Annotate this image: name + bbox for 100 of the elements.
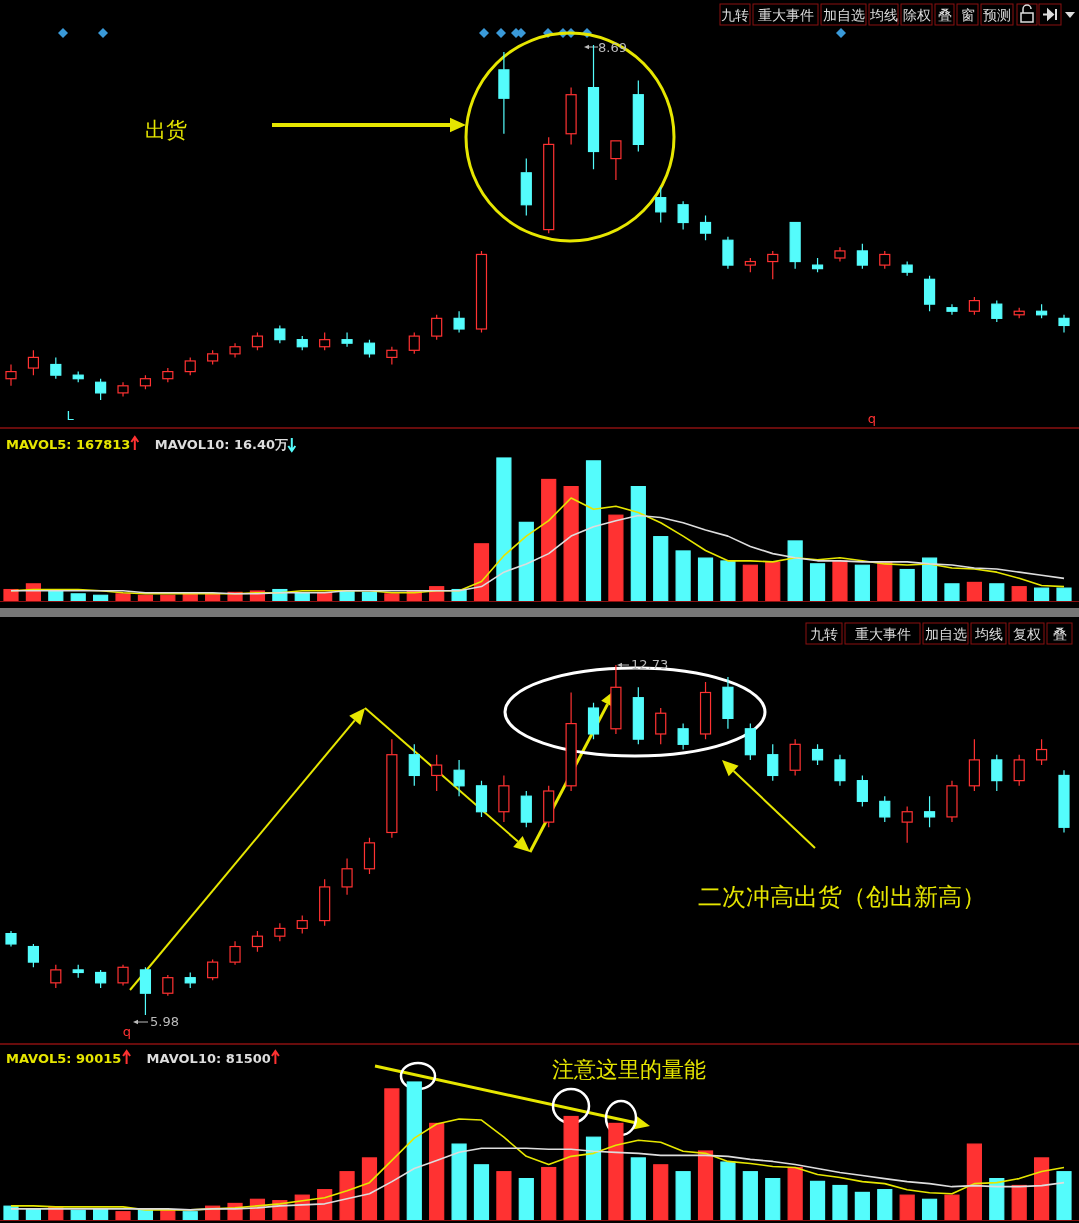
candlestick [946, 303, 958, 316]
bar [742, 1171, 758, 1221]
text: 均线 [973, 626, 1003, 642]
bar [339, 1171, 355, 1221]
bar [966, 1143, 982, 1221]
bar [675, 550, 691, 602]
bar [989, 1178, 1005, 1221]
bar [115, 593, 131, 602]
bar [1034, 1157, 1050, 1221]
bar [473, 1164, 490, 1221]
text: MAVOL10: 81500 [146, 1051, 271, 1066]
bar [653, 536, 669, 602]
candlestick [1058, 314, 1070, 334]
candlestick [386, 346, 398, 366]
candlestick [229, 342, 241, 358]
bar [1011, 1184, 1027, 1221]
text: 重大事件 [757, 7, 814, 23]
bar [384, 1088, 400, 1221]
bar [518, 1178, 534, 1221]
bar [1056, 587, 1072, 602]
annotation: 二次冲高出货（创出新高） [698, 883, 986, 911]
bar [496, 457, 512, 602]
bar [630, 1157, 646, 1221]
bar [518, 521, 534, 602]
text: MAVOL5: 90015 [6, 1051, 122, 1066]
candlestick [767, 250, 779, 280]
bar [944, 1194, 960, 1221]
bar [921, 1198, 938, 1221]
bar [966, 581, 982, 602]
bar [541, 478, 557, 602]
bar [720, 1161, 736, 1221]
bar [697, 1150, 714, 1221]
bar [989, 583, 1005, 602]
bar [361, 1157, 378, 1221]
candlestick [722, 676, 734, 730]
bar [877, 561, 893, 602]
candlestick [610, 140, 622, 181]
bar [115, 1211, 131, 1221]
bar [585, 1136, 602, 1221]
candlestick [274, 324, 286, 344]
candlestick [789, 738, 801, 777]
candlestick [946, 780, 958, 823]
candlestick [408, 743, 420, 787]
candlestick [229, 940, 241, 966]
candlestick [565, 87, 577, 145]
candlestick [5, 930, 17, 948]
annotation: 5.98 [150, 1014, 179, 1029]
bar [742, 564, 758, 602]
bar [921, 557, 938, 602]
candlestick [655, 186, 667, 224]
text: L [66, 408, 75, 423]
bar [1034, 587, 1050, 602]
bar [653, 1164, 669, 1221]
candlestick [453, 310, 465, 334]
bar [832, 560, 848, 602]
candlestick [139, 966, 152, 1016]
bar [384, 593, 400, 602]
bar [429, 1122, 445, 1221]
candlestick [5, 363, 17, 387]
candlestick [431, 754, 443, 792]
text: 重大事件 [854, 626, 911, 642]
bar [496, 1171, 512, 1221]
bar [473, 543, 490, 602]
text: 加自选 [924, 626, 967, 642]
bar [899, 1194, 915, 1221]
candlestick [722, 236, 734, 270]
bar [787, 540, 803, 602]
bar [1011, 586, 1027, 602]
candlestick [386, 738, 398, 839]
bar [854, 1191, 870, 1221]
text: 叠 [937, 7, 952, 23]
candlestick [677, 200, 689, 231]
text: q [122, 1024, 132, 1039]
text: 除权 [902, 7, 931, 23]
candlestick [565, 691, 577, 792]
bar [406, 1081, 422, 1221]
text: 注意这里的量能 [552, 1057, 706, 1082]
candlestick [834, 246, 846, 263]
text: 窗 [960, 7, 975, 23]
text: 预测 [983, 7, 1011, 23]
text: q [867, 411, 877, 426]
text: 复权 [1012, 626, 1041, 642]
bar [585, 460, 602, 602]
text: MAVOL10: 16.40万 [154, 437, 289, 452]
bar [563, 1115, 579, 1221]
bar [899, 568, 915, 602]
candlestick [453, 759, 465, 797]
bar [361, 591, 378, 602]
bar [541, 1166, 557, 1221]
text: 九转 [721, 7, 749, 23]
bar [1056, 1171, 1072, 1221]
annotation: 8.69 [598, 40, 627, 55]
bar [70, 1209, 86, 1221]
candlestick [632, 79, 644, 153]
text: 叠 [1052, 626, 1067, 642]
text: 加自选 [822, 7, 865, 23]
candlestick [498, 51, 510, 135]
bar [832, 1184, 848, 1221]
bar [451, 1143, 467, 1221]
candlestick [341, 857, 353, 896]
